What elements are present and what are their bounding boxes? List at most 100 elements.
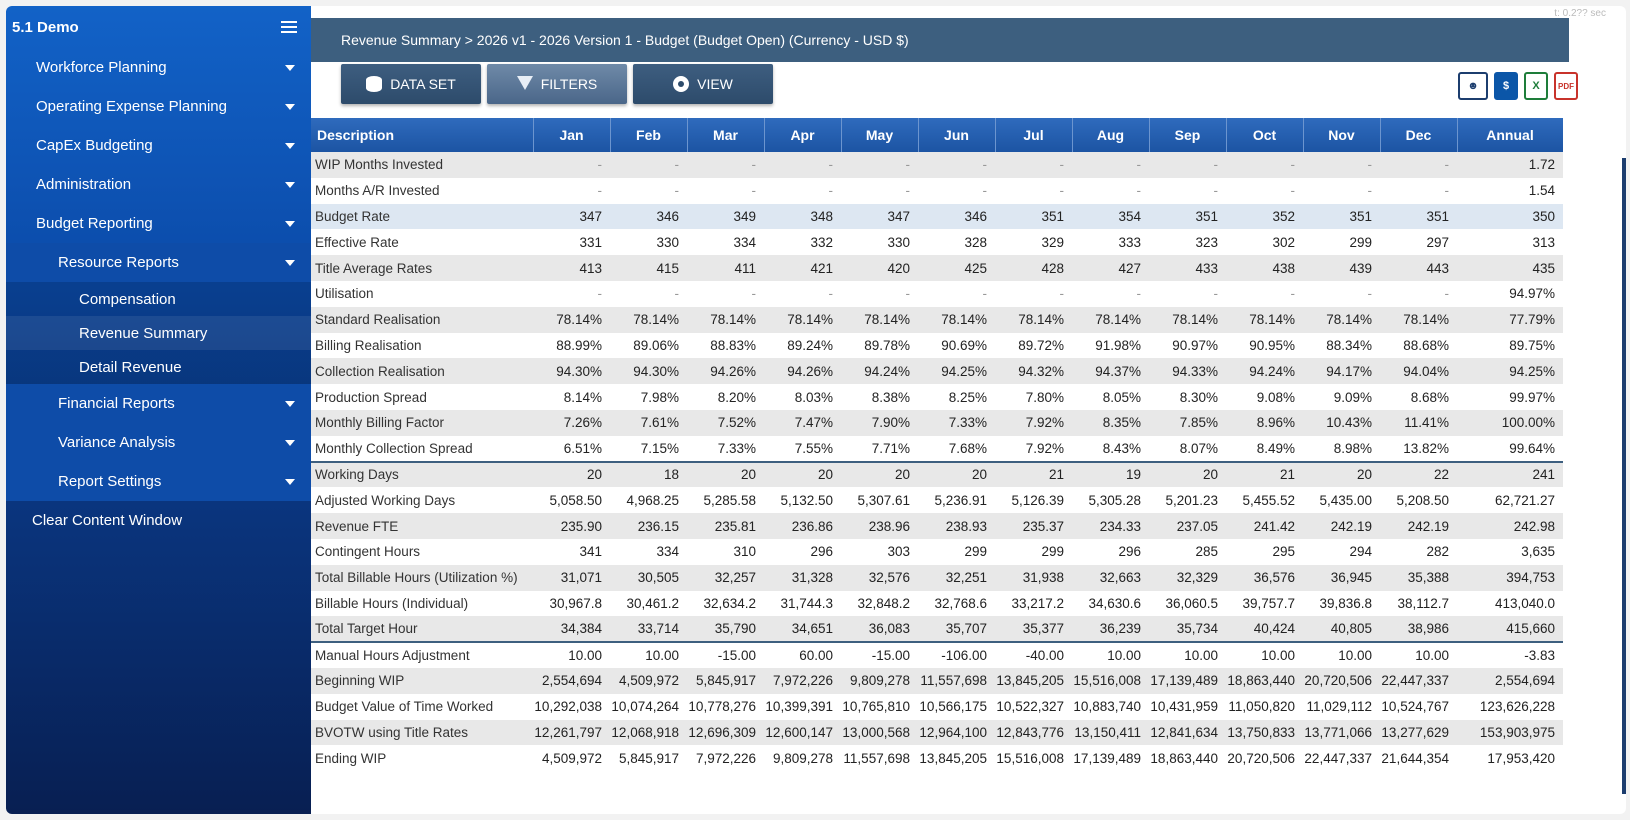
table-cell: 32,576 [841,564,918,591]
table-cell: 78.14% [1380,306,1457,333]
table-cell: 20 [1303,460,1380,488]
table-cell: 78.14% [687,306,764,333]
clear-content-window-link[interactable]: Clear Content Window [6,501,311,540]
table-cell: 94.97% [1457,280,1563,307]
table-cell: 8.98% [1303,435,1380,462]
table-cell: 31,071 [533,564,610,591]
table-cell: -3.83 [1457,641,1563,668]
user-settings-icon[interactable]: ☻ [1458,72,1488,100]
column-header[interactable]: Jun [918,118,996,152]
table-cell: 236.86 [764,513,841,539]
excel-export-icon[interactable]: X [1524,72,1548,100]
table-cell: 310 [687,538,764,565]
table-cell: 17,139,489 [1149,667,1226,694]
column-header[interactable]: Oct [1226,118,1304,152]
sidebar-item-financial-reports[interactable]: Financial Reports [6,384,311,423]
table-cell: 5,845,917 [687,667,764,694]
table-cell: 20 [533,460,610,488]
table-cell: 351 [1149,203,1226,230]
pdf-export-icon[interactable]: PDF [1554,72,1578,100]
data-set-button[interactable]: DATA SET [341,64,481,104]
column-header[interactable]: Dec [1380,118,1458,152]
table-cell: 11,029,112 [1303,693,1380,720]
view-button[interactable]: VIEW [633,64,773,104]
table-cell: 331 [533,229,610,256]
table-cell: 94.26% [764,358,841,385]
table-cell: 5,208.50 [1380,487,1457,514]
toolbar: DATA SET FILTERS VIEW [341,64,773,104]
table-cell: 421 [764,255,841,281]
table-cell: 9.09% [1303,384,1380,410]
column-header[interactable]: Jul [995,118,1073,152]
table-row: Production Spread 8.14% 7.98% 8.20% 8.03% 8.3… [311,384,1563,410]
table-cell: 7.61% [610,409,687,436]
table-cell: 10.43% [1303,409,1380,436]
sidebar-item-report-settings[interactable]: Report Settings [6,462,311,501]
sidebar-item-resource-reports[interactable]: Resource Reports [6,243,311,282]
table-cell: 30,505 [610,564,687,591]
column-header-description[interactable]: Description [311,118,534,152]
table-cell: - [918,280,995,307]
table-cell: 8.20% [687,384,764,410]
sidebar-item-revenue-summary[interactable]: Revenue Summary [6,316,311,350]
table-cell: 18,863,440 [1226,667,1303,694]
sidebar-item-capex[interactable]: CapEx Budgeting [6,126,311,165]
app-window: 5.1 Demo Workforce Planning Operating Ex… [6,6,1626,814]
table-cell: 5,058.50 [533,487,610,514]
menu-icon[interactable] [281,21,297,33]
column-header[interactable]: Mar [687,118,765,152]
table-cell: 303 [841,538,918,565]
table-cell: 242.98 [1457,513,1563,539]
budget-reporting-submenu: Resource Reports Compensation Revenue Su… [6,243,311,501]
table-cell: 5,845,917 [610,745,687,772]
sidebar-item-detail-revenue[interactable]: Detail Revenue [6,350,311,384]
table-cell: 94.30% [533,358,610,385]
table-cell: - [1380,152,1457,178]
column-header[interactable]: Feb [610,118,688,152]
table-cell: 78.14% [1226,306,1303,333]
table-row: Billing Realisation 88.99% 89.06% 88.83% 89.… [311,332,1563,359]
table-cell: 78.14% [841,306,918,333]
column-header[interactable]: Nov [1303,118,1381,152]
column-header[interactable]: Apr [764,118,842,152]
table-cell: - [841,280,918,307]
sidebar-item-compensation[interactable]: Compensation [6,282,311,316]
table-cell: -106.00 [918,641,995,668]
row-label: Budget Rate [311,203,533,230]
table-row: Budget Value of Time Worked 10,292,038 10,… [311,693,1563,720]
table-cell: 7.15% [610,435,687,462]
sidebar-item-workforce-planning[interactable]: Workforce Planning [6,48,311,87]
column-header[interactable]: Jan [533,118,611,152]
table-cell: 36,945 [1303,564,1380,591]
table-row: Collection Realisation 94.30% 94.30% 94.26%… [311,358,1563,385]
sidebar-item-operating-expense[interactable]: Operating Expense Planning [6,87,311,126]
table-cell: 35,388 [1380,564,1457,591]
sidebar-item-budget-reporting[interactable]: Budget Reporting [6,204,311,243]
table-cell: 9,809,278 [764,745,841,772]
table-cell: 297 [1380,229,1457,256]
table-cell: 348 [764,203,841,230]
vertical-scrollbar[interactable] [1622,158,1626,794]
column-header[interactable]: May [841,118,919,152]
table-cell: 13,150,411 [1072,719,1149,746]
column-header[interactable]: Annual [1457,118,1563,152]
table-cell: 7.52% [687,409,764,436]
chevron-down-icon [285,64,295,71]
sidebar-item-administration[interactable]: Administration [6,165,311,204]
sidebar-item-variance-analysis[interactable]: Variance Analysis [6,423,311,462]
column-header[interactable]: Sep [1149,118,1227,152]
table-cell: 32,848.2 [841,590,918,617]
table-cell: 237.05 [1149,513,1226,539]
table-cell: 413,040.0 [1457,590,1563,617]
table-cell: 94.32% [995,358,1072,385]
table-cell: 35,707 [918,616,995,643]
row-label: Monthly Billing Factor [311,409,533,436]
row-label: Total Target Hour [311,616,533,643]
table-cell: 89.24% [764,332,841,359]
column-header[interactable]: Aug [1072,118,1150,152]
table-cell: 349 [687,203,764,230]
currency-icon[interactable]: $ [1494,72,1518,100]
table-cell: 32,257 [687,564,764,591]
row-label: Adjusted Working Days [311,487,533,514]
filters-button[interactable]: FILTERS [487,64,627,104]
